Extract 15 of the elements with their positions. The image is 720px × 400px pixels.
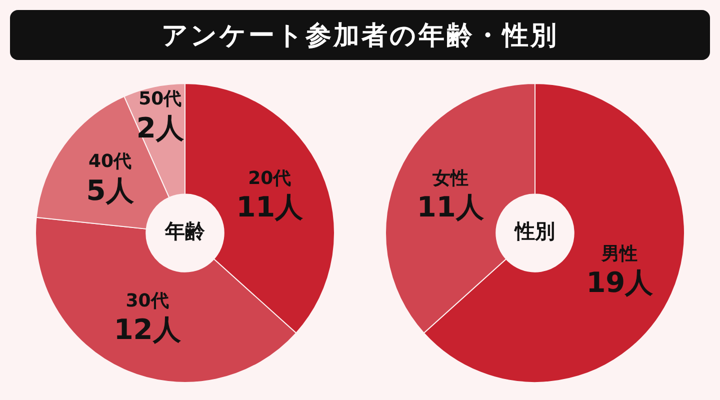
- slice-label: 男性: [600, 243, 638, 264]
- data-label: 19人: [586, 266, 654, 299]
- slice-label: 50代: [138, 88, 182, 110]
- data-label: 2人: [136, 111, 185, 144]
- slice-label: 30代: [126, 290, 169, 312]
- slice-label: 40代: [88, 151, 132, 172]
- slice-label: 女性: [431, 168, 468, 189]
- data-label: 5人: [86, 174, 135, 207]
- data-label: 12人: [114, 312, 182, 346]
- data-label: 11人: [416, 190, 485, 224]
- text: 年齢: [164, 219, 206, 244]
- text: 性別: [513, 219, 555, 244]
- slice-label: 20代: [248, 168, 292, 189]
- chart-title: アンケート参加者の年齢・性別: [10, 10, 710, 60]
- data-label: 11人: [236, 190, 304, 224]
